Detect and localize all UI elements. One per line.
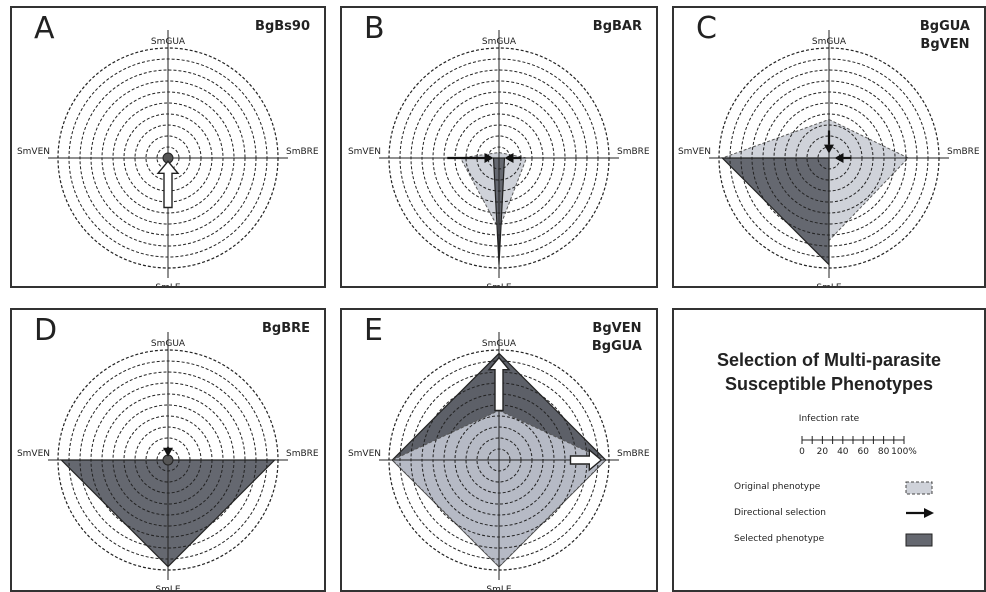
selected-phenotype-swatch [905,533,933,547]
radar-chart: SmGUA SmLE SmVEN SmBRE [348,332,650,590]
panel-a: SmGUA SmLE SmVEN SmBRE A BgBs90 [10,6,326,288]
selection-arrow [447,153,494,163]
infection-rate-scale: 0 20 40 60 80 100% [799,436,934,547]
radar-chart: SmGUA SmLE SmVEN SmBRE [17,30,319,286]
selected-phenotype-shape [720,157,830,267]
legend-label-original: Original phenotype [734,482,821,492]
selection-arrow [834,153,851,163]
scale-tick-label: 40 [837,447,849,457]
panel-letter: E [364,313,383,348]
selection-arrow [163,446,173,457]
axis-label-bottom: SmLE [486,585,511,590]
panel-e: SmGUA SmLE SmVEN SmBRE E BgVEN BgGUA [340,308,658,592]
axis-label-top: SmGUA [482,37,517,47]
snail-strain-code: BgBs90 [255,19,310,34]
axis-label-right: SmBRE [617,449,650,459]
axis-label-left: SmVEN [678,147,711,157]
panel-d: SmGUA SmLE SmVEN SmBRE D BgBRE [10,308,326,592]
snail-strain-code: BgVEN BgGUA [591,321,642,354]
scale-tick-label: 100% [891,447,917,457]
arrow-shape [569,448,603,472]
panel-letter: B [364,11,385,46]
panel-letter: C [696,11,717,46]
selection-arrow [504,153,521,163]
selection-arrow [156,160,180,209]
panel-b: SmGUA SmLE SmVEN SmBRE B BgBAR [340,6,658,288]
radar-chart: SmGUA SmLE SmVEN SmBRE [348,30,650,286]
radar-chart: SmGUA SmLE SmVEN SmBRE [17,332,319,590]
legend-label-arrow: Directional selection [734,508,826,518]
original-phenotype-swatch [905,481,933,495]
arrow-head [504,153,514,163]
selection-arrow [569,448,603,472]
axis-label-bottom: SmLE [155,585,180,590]
selection-arrow [824,130,834,154]
axis-label-left: SmVEN [17,147,50,157]
axis-label-left: SmVEN [17,449,50,459]
axis-label-left: SmVEN [348,147,381,157]
axis-label-right: SmBRE [617,147,650,157]
axis-label-top: SmGUA [151,37,186,47]
axis-label-top: SmGUA [482,339,517,349]
axis-label-top: SmGUA [812,37,847,47]
axis-label-bottom: SmLE [155,283,180,286]
axis-label-top: SmGUA [151,339,186,349]
arrow-shape [487,356,511,412]
arrow-head [834,153,844,163]
arrow-shape [156,160,180,209]
snail-strain-code: BgBRE [261,321,310,336]
scale-tick-label: 60 [857,447,869,457]
panel-letter: D [34,313,58,348]
scale-tick-label: 80 [878,447,890,457]
scale-tick-label: 0 [799,447,805,457]
arrow-head [484,153,494,163]
snail-strain-code: BgGUA BgVEN [919,19,970,52]
axis-label-right: SmBRE [286,147,319,157]
axis-label-left: SmVEN [348,449,381,459]
legend-label-selected: Selected phenotype [734,534,825,544]
radar-chart: SmGUA SmLE SmVEN SmBRE [678,30,980,286]
scale-tick-label: 20 [817,447,829,457]
infection-rate-label: Infection rate [798,414,860,424]
legend-panel: Selection of Multi-parasite Susceptible … [672,308,986,592]
arrow-head [924,508,934,518]
axis-label-right: SmBRE [947,147,980,157]
arrow-head [163,447,173,457]
snail-strain-code: BgBAR [592,19,642,34]
axis-label-right: SmBRE [286,449,319,459]
selection-arrow [487,356,511,412]
axis-label-bottom: SmLE [486,283,511,286]
axis-label-bottom: SmLE [816,283,841,286]
panel-letter: A [34,11,55,46]
legend-title: Selection of Multi-parasite Susceptible … [716,350,942,395]
arrow-head [824,144,834,154]
